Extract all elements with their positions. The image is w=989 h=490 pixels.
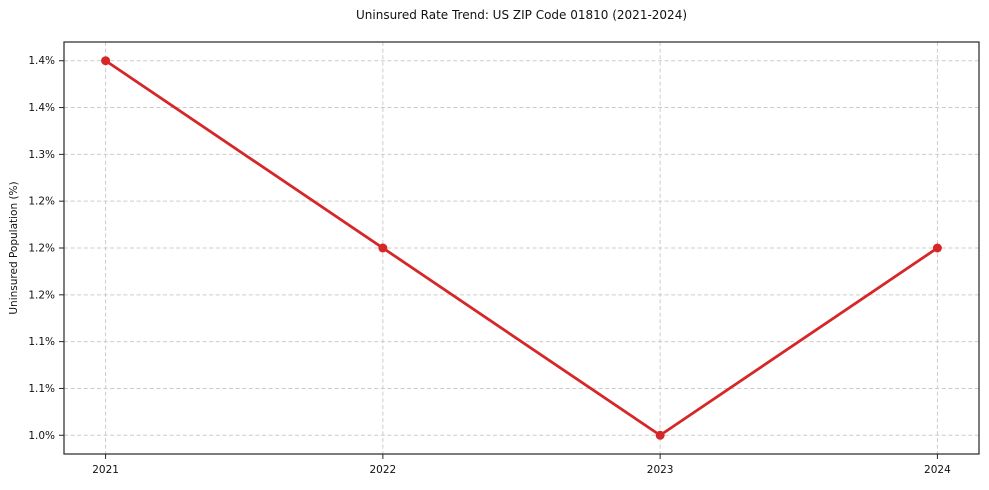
y-tick-label: 1.3%: [28, 149, 55, 161]
x-tick-label: 2023: [647, 464, 674, 476]
data-point-marker: [378, 243, 388, 253]
y-tick-label: 1.2%: [28, 196, 55, 208]
data-point-marker: [101, 56, 111, 66]
chart-title: Uninsured Rate Trend: US ZIP Code 01810 …: [355, 8, 688, 22]
y-tick-label: 1.0%: [28, 430, 55, 442]
x-tick-label: 2022: [369, 464, 396, 476]
y-tick-label: 1.1%: [28, 336, 55, 348]
data-line: [104, 59, 939, 437]
y-tick-label: 1.4%: [28, 102, 55, 114]
x-tick-label: 2021: [92, 464, 119, 476]
data-point-marker: [932, 243, 942, 253]
y-tick-label: 1.4%: [28, 55, 55, 67]
y-tick-label: 1.2%: [28, 243, 55, 255]
x-tick-label: 2024: [924, 464, 951, 476]
y-tick-label: 1.2%: [28, 289, 55, 301]
data-point-marker: [655, 430, 665, 440]
y-tick-label: 1.1%: [28, 383, 55, 395]
